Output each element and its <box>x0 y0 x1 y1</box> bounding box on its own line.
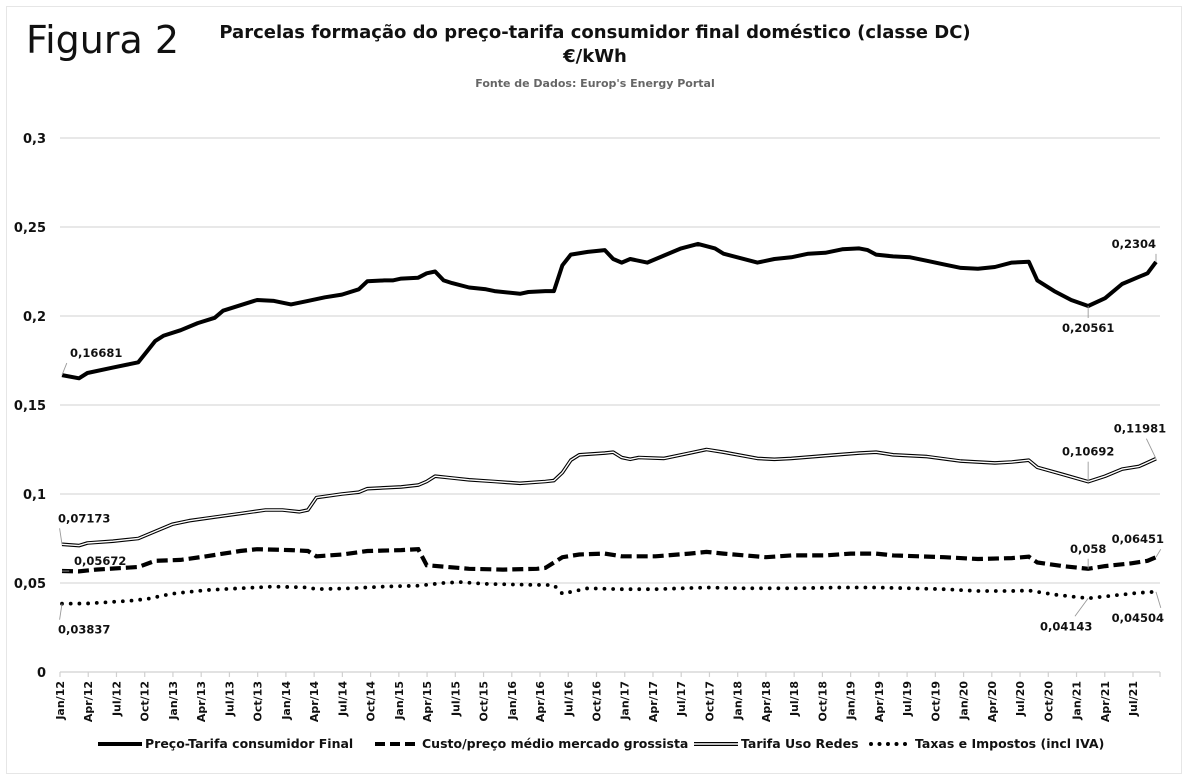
data-label: 0,2304 <box>1112 237 1156 251</box>
data-labels: 0,16681 0,20561 0,2304 0,05672 0,058 0,06451 0… <box>58 237 1166 637</box>
y-tick-label: 0,3 <box>23 132 46 147</box>
y-tick-label: 0,2 <box>23 310 46 325</box>
x-tick-label: Jul/18 <box>788 681 801 717</box>
legend-label: Custo/preço médio mercado grossista <box>422 736 689 751</box>
legend-label: Tarifa Uso Redes <box>741 736 859 751</box>
x-tick-label: Apr/18 <box>760 681 773 722</box>
y-tick-label: 0,15 <box>14 399 46 414</box>
x-tick-label: Oct/17 <box>703 681 716 721</box>
data-label: 0,20561 <box>1062 321 1114 335</box>
series-line-custo-grossista <box>61 547 1157 574</box>
data-label: 0,04143 <box>1040 619 1092 633</box>
y-axis-ticks: 0 0,05 0,1 0,15 0,2 0,25 0,3 <box>14 132 46 681</box>
series-line-tarifa-redes <box>61 447 1157 548</box>
legend: Preço-Tarifa consumidor Final Custo/preç… <box>0 736 1188 758</box>
x-tick-label: Apr/15 <box>421 681 434 722</box>
figure-label: Figura 2 <box>26 18 180 62</box>
x-tick-label: Oct/16 <box>591 681 604 722</box>
x-tick-label: Apr/14 <box>308 681 321 722</box>
x-tick-label: Jan/16 <box>506 681 519 721</box>
series-lines <box>60 241 1158 606</box>
legend-label: Preço-Tarifa consumidor Final <box>145 736 354 751</box>
data-label: 0,06451 <box>1112 532 1164 546</box>
x-tick-label: Jan/12 <box>54 681 67 721</box>
x-tick-label: Jan/20 <box>958 681 971 721</box>
series-line-tarifa-redes-inner <box>61 448 1157 547</box>
x-tick-label: Jul/15 <box>449 681 462 717</box>
x-tick-label: Jul/16 <box>562 681 575 717</box>
legend-label: Taxas e Impostos (incl IVA) <box>915 736 1105 751</box>
x-tick-label: Jul/20 <box>1014 681 1027 717</box>
data-label-leader <box>1155 591 1162 608</box>
data-label: 0,03837 <box>58 623 110 637</box>
dashed-line-swatch-icon <box>375 741 419 746</box>
x-tick-label: Apr/13 <box>195 681 208 722</box>
x-tick-label: Jan/17 <box>619 681 632 721</box>
x-tick-label: Oct/15 <box>478 681 491 721</box>
x-axis: Jan/12 Apr/12 Jul/12 Oct/12 Jan/13 Apr/13 Jul/… <box>54 671 1161 722</box>
x-tick-label: Jan/19 <box>845 681 858 721</box>
series-line-taxas-impostos <box>60 580 1158 606</box>
data-label: 0,05672 <box>74 554 126 568</box>
data-label: 0,04504 <box>1112 611 1164 625</box>
x-tick-label: Jan/21 <box>1071 681 1084 721</box>
data-label-leader <box>61 362 68 376</box>
data-label-leader <box>1145 438 1157 459</box>
x-tick-label: Jul/17 <box>675 681 688 717</box>
x-tick-label: Oct/19 <box>929 681 942 721</box>
figure-frame <box>6 6 1182 774</box>
x-tick-label: Jul/12 <box>110 681 123 717</box>
chart-source: Fonte de Dados: Europ's Energy Portal <box>475 77 715 90</box>
chart-title: Parcelas formação do preço-tarifa consum… <box>219 22 971 43</box>
data-label-leader <box>1074 597 1089 617</box>
y-tick-label: 0,25 <box>14 221 46 236</box>
x-tick-label: Oct/12 <box>139 681 152 721</box>
x-tick-label: Apr/19 <box>873 681 886 722</box>
data-label: 0,10692 <box>1062 445 1114 459</box>
x-tick-label: Jan/15 <box>393 681 406 721</box>
gridlines <box>60 137 1160 584</box>
x-tick-label: Apr/21 <box>1099 681 1112 722</box>
x-tick-label: Jul/13 <box>223 681 236 717</box>
x-tick-label: Oct/13 <box>252 681 265 721</box>
legend-item-taxas-impostos: Taxas e Impostos (incl IVA) <box>868 736 1104 751</box>
x-tick-label: Jul/19 <box>901 681 914 717</box>
legend-item-custo-grossista: Custo/preço médio mercado grossista <box>375 736 688 751</box>
double-line-swatch-icon <box>694 741 738 746</box>
x-tick-label: Jul/21 <box>1127 681 1140 717</box>
data-label-leader <box>59 603 63 620</box>
x-tick-label: Jan/13 <box>167 681 180 721</box>
x-tick-label: Oct/18 <box>816 681 829 721</box>
y-tick-label: 0 <box>37 666 46 681</box>
y-tick-label: 0,1 <box>23 488 46 503</box>
x-tick-label: Apr/20 <box>986 681 999 722</box>
solid-line-swatch-icon <box>98 741 142 746</box>
data-label: 0,058 <box>1070 542 1106 556</box>
series-2 <box>61 447 1157 548</box>
data-label: 0,07173 <box>58 511 110 525</box>
data-label-leader <box>59 528 63 545</box>
x-tick-label: Jan/14 <box>280 681 293 721</box>
series-1 <box>61 547 1157 574</box>
series-line-preco-tarifa <box>61 241 1158 381</box>
x-tick-label: Jan/18 <box>732 681 745 721</box>
y-tick-label: 0,05 <box>14 577 46 592</box>
data-label: 0,16681 <box>70 346 122 360</box>
series-3 <box>60 580 1158 606</box>
x-tick-label: Oct/14 <box>365 681 378 722</box>
x-tick-label: Oct/20 <box>1042 681 1055 722</box>
x-tick-label: Apr/16 <box>534 681 547 722</box>
dotted-line-swatch-icon <box>869 741 912 746</box>
data-label-leader <box>1155 548 1162 558</box>
legend-item-tarifa-uso-redes: Tarifa Uso Redes <box>694 736 859 751</box>
x-tick-label: Apr/12 <box>82 681 95 722</box>
data-label: 0,11981 <box>1114 422 1166 436</box>
series-0 <box>61 241 1158 381</box>
chart-subtitle: €/kWh <box>563 46 627 67</box>
x-tick-label: Apr/17 <box>647 681 660 722</box>
x-tick-label: Jul/14 <box>336 681 349 717</box>
legend-item-preco-tarifa: Preço-Tarifa consumidor Final <box>98 736 353 751</box>
